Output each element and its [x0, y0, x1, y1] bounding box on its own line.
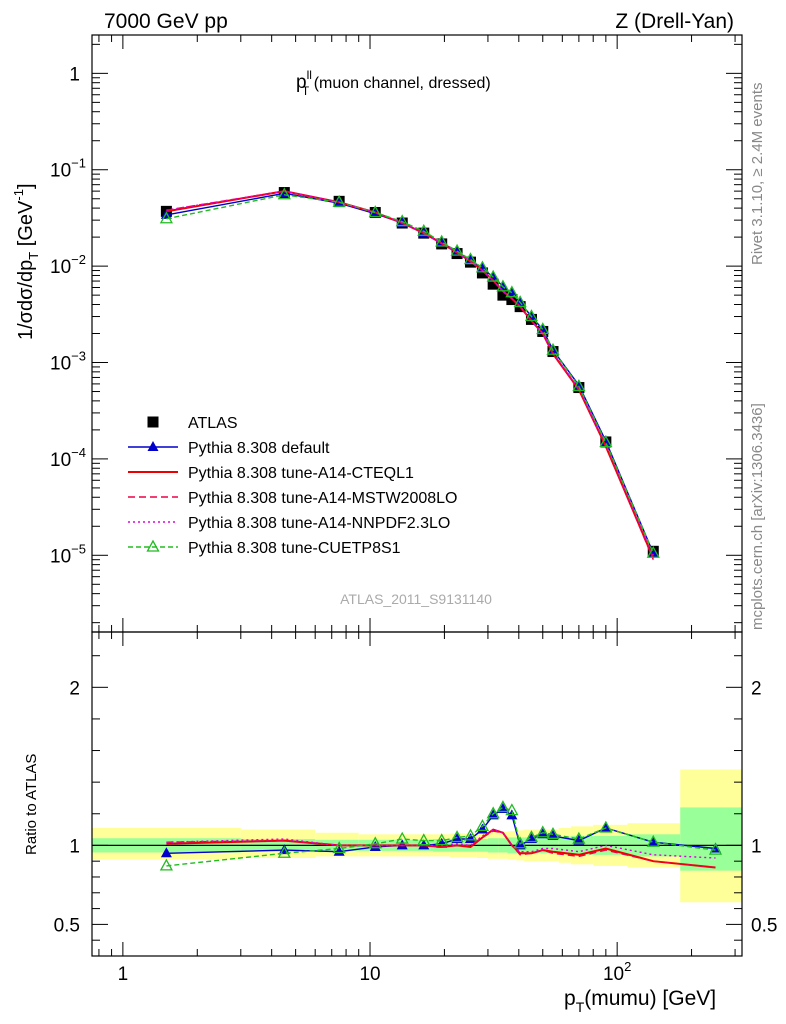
ratio-ytick-label-right: 2	[751, 678, 762, 699]
legend-marker-default	[147, 441, 159, 451]
side-text-top: Rivet 3.1.10, ≥ 2.4M events	[749, 83, 766, 266]
main-point-cuetp8s1-0	[159, 211, 173, 224]
main-point-cuetp8s1-10	[486, 269, 500, 282]
ratio-point-cuetp8s1-5	[417, 833, 431, 846]
x-tick-label: 1	[118, 964, 129, 985]
main-ytick-label: 10−3	[50, 349, 86, 375]
ratio-point-default-2	[333, 845, 345, 856]
x-tick-label: 10	[359, 964, 380, 985]
ratio-band-inner	[680, 807, 742, 871]
main-point-cuetp8s1-12	[505, 285, 519, 298]
x-axis-label: pT(mumu) [GeV]	[564, 987, 716, 1015]
ratio-point-default-11	[497, 803, 509, 814]
main-point-atlas-9	[476, 267, 488, 279]
legend-label-default: Pythia 8.308 default	[188, 440, 330, 457]
ratio-ylabel: Ratio to ATLAS	[23, 754, 40, 855]
main-point-cuetp8s1-17	[572, 379, 586, 392]
main-point-cuetp8s1-2	[332, 194, 346, 207]
ratio-line-cuetp8s1	[166, 806, 716, 867]
legend-label-mstw: Pythia 8.308 tune-A14-MSTW2008LO	[188, 490, 457, 507]
ratio-point-default-16	[547, 829, 559, 840]
header-left: 7000 GeV pp	[104, 10, 228, 33]
ratio-point-cuetp8s1-8	[463, 828, 478, 841]
main-line-nnpdf	[166, 190, 654, 556]
main-ytick-label: 10−4	[50, 445, 86, 471]
ratio-point-cuetp8s1-1	[277, 845, 291, 858]
ratio-ytick-label-right: 0.5	[751, 915, 777, 936]
ratio-point-cuetp8s1-14	[524, 830, 539, 843]
ratio-point-cuetp8s1-2	[332, 841, 346, 854]
ratio-ytick-label-left: 0.5	[54, 915, 80, 936]
ratio-point-cuetp8s1-18	[599, 820, 613, 833]
main-panel: 1 10−1 10−2 10−3 10−4 10−5	[50, 34, 743, 633]
main-ytick-label: 10−1	[50, 156, 86, 182]
main-ylabel: 1/σdσ/dpT [GeV-1]	[11, 183, 41, 340]
ratio-point-default-4	[396, 839, 408, 850]
ratio-point-default-8	[464, 833, 476, 844]
ratio-point-cuetp8s1-0	[159, 858, 173, 871]
main-point-atlas-11	[497, 289, 509, 301]
ratio-point-cuetp8s1-13	[513, 836, 527, 849]
main-point-cuetp8s1-6	[435, 234, 449, 247]
main-point-atlas-10	[487, 278, 499, 290]
ratio-ytick-label-left: 2	[69, 678, 80, 699]
analysis-id: ATLAS_2011_S9131140	[340, 591, 492, 607]
main-title: pll T (muon channel, dressed)	[296, 68, 491, 98]
main-point-cuetp8s1-4	[395, 214, 409, 227]
main-point-cuetp8s1-14	[524, 309, 539, 322]
ratio-point-default-17	[573, 834, 585, 845]
ratio-point-cuetp8s1-10	[486, 806, 500, 819]
legend-label-cuetp8s1: Pythia 8.308 tune-CUETP8S1	[188, 540, 401, 557]
ratio-point-cuetp8s1-16	[546, 826, 560, 839]
main-point-cuetp8s1-3	[368, 205, 382, 218]
ratio-point-cuetp8s1-12	[505, 803, 519, 816]
ratio-point-default-6	[436, 837, 448, 848]
ratio-frame	[91, 631, 743, 957]
main-point-cuetp8s1-18	[599, 435, 613, 448]
main-ytick-label: 10−5	[50, 541, 86, 567]
main-point-cuetp8s1-1	[277, 187, 291, 200]
legend-marker-cuetp8s1	[146, 539, 160, 552]
main-point-cuetp8s1-8	[463, 252, 478, 265]
ratio-point-cuetp8s1-11	[496, 800, 510, 813]
main-ytick-label: 1	[69, 64, 80, 85]
ratio-point-default-0	[160, 847, 172, 858]
ratio-point-cuetp8s1-6	[435, 833, 449, 846]
ratio-panel: 0.5 0.5 1 1 2 2 1 10 102	[54, 631, 777, 985]
legend-marker-atlas	[147, 416, 159, 428]
ratio-point-cuetp8s1-17	[572, 831, 586, 844]
ratio-ytick-label-left: 1	[69, 836, 80, 857]
main-point-cuetp8s1-11	[496, 279, 510, 292]
ratio-point-default-14	[525, 833, 537, 844]
ratio-point-default-19	[647, 836, 659, 847]
legend-label-nnpdf: Pythia 8.308 tune-A14-NNPDF2.3LO	[188, 515, 450, 532]
main-point-cuetp8s1-15	[536, 322, 550, 335]
main-point-cuetp8s1-19	[646, 545, 660, 558]
main-point-cuetp8s1-5	[417, 223, 431, 236]
ratio-point-cuetp8s1-20	[708, 842, 723, 855]
main-ytick-label: 10−2	[50, 252, 86, 278]
ratio-line-mstw	[166, 830, 716, 869]
ratio-point-default-9	[476, 823, 488, 834]
ratio-point-cuetp8s1-4	[395, 831, 409, 844]
ratio-point-cuetp8s1-3	[368, 836, 382, 849]
ratio-point-cuetp8s1-7	[450, 830, 464, 843]
legend-label-atlas: ATLAS	[188, 415, 238, 432]
legend: ATLAS Pythia 8.308 default Pythia 8.308 tu…	[128, 415, 457, 557]
side-text-bottom: mcplots.cern.ch [arXiv:1306.3436]	[749, 403, 766, 630]
ratio-line-cteql1	[166, 828, 716, 869]
ratio-point-cuetp8s1-15	[536, 825, 550, 838]
main-point-cuetp8s1-16	[546, 342, 560, 355]
main-point-cuetp8s1-9	[475, 260, 490, 273]
main-point-cuetp8s1-7	[450, 243, 464, 256]
ratio-point-cuetp8s1-19	[646, 834, 660, 847]
x-tick-label: 102	[603, 959, 631, 985]
ratio-ytick-label-right: 1	[751, 836, 762, 857]
main-point-cuetp8s1-13	[513, 295, 527, 308]
header-right: Z (Drell-Yan)	[615, 10, 734, 33]
ratio-point-cuetp8s1-9	[475, 819, 490, 832]
legend-label-cteql1: Pythia 8.308 tune-A14-CTEQL1	[188, 465, 414, 482]
main-point-default-19	[647, 547, 659, 558]
